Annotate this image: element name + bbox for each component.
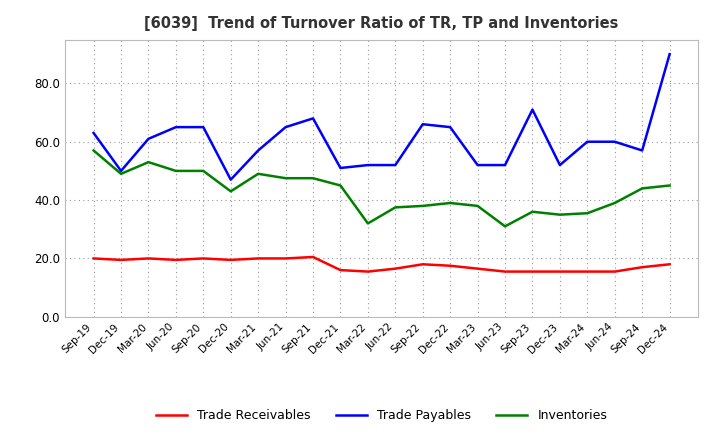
Trade Receivables [117,257,125,263]
Trade Receivables [446,263,454,268]
Inventories [583,211,592,216]
Trade Payables [418,121,427,127]
Trade Payables [500,162,509,168]
Trade Payables [171,125,180,130]
Trade Receivables [500,269,509,274]
Trade Receivables [611,269,619,274]
Inventories [611,200,619,205]
Trade Payables [117,168,125,173]
Trade Payables [611,139,619,144]
Inventories [282,176,290,181]
Inventories [665,183,674,188]
Inventories [199,168,207,173]
Trade Receivables [364,269,372,274]
Trade Payables [144,136,153,141]
Inventories [556,212,564,217]
Trade Payables [309,116,318,121]
Legend: Trade Receivables, Trade Payables, Inventories: Trade Receivables, Trade Payables, Inven… [151,404,612,427]
Inventories [117,171,125,176]
Trade Receivables [556,269,564,274]
Trade Receivables [473,266,482,271]
Inventories [226,189,235,194]
Trade Payables [391,162,400,168]
Inventories [364,221,372,226]
Trade Payables [282,125,290,130]
Trade Receivables [583,269,592,274]
Trade Payables [583,139,592,144]
Inventories [391,205,400,210]
Trade Receivables [171,257,180,263]
Inventories [638,186,647,191]
Trade Payables [254,148,263,153]
Trade Payables [199,125,207,130]
Trade Payables [556,162,564,168]
Trade Payables [528,107,537,112]
Inventories [254,171,263,176]
Trade Payables [364,162,372,168]
Trade Receivables [665,262,674,267]
Trade Receivables [391,266,400,271]
Inventories [89,148,98,153]
Trade Receivables [144,256,153,261]
Inventories [171,168,180,173]
Trade Payables [638,148,647,153]
Trade Receivables [282,256,290,261]
Trade Receivables [336,268,345,273]
Trade Receivables [89,256,98,261]
Trade Payables [665,51,674,57]
Trade Receivables [199,256,207,261]
Inventories [309,176,318,181]
Line: Trade Payables: Trade Payables [94,54,670,180]
Inventories [473,203,482,209]
Line: Inventories: Inventories [94,150,670,226]
Line: Trade Receivables: Trade Receivables [94,257,670,271]
Inventories [144,160,153,165]
Inventories [500,224,509,229]
Inventories [446,200,454,205]
Trade Payables [336,165,345,171]
Title: [6039]  Trend of Turnover Ratio of TR, TP and Inventories: [6039] Trend of Turnover Ratio of TR, TP… [145,16,618,32]
Trade Receivables [309,254,318,260]
Inventories [528,209,537,214]
Trade Payables [473,162,482,168]
Trade Receivables [528,269,537,274]
Trade Payables [226,177,235,182]
Trade Receivables [418,262,427,267]
Trade Receivables [226,257,235,263]
Inventories [336,183,345,188]
Inventories [418,203,427,209]
Trade Receivables [638,264,647,270]
Trade Payables [446,125,454,130]
Trade Payables [89,130,98,136]
Trade Receivables [254,256,263,261]
